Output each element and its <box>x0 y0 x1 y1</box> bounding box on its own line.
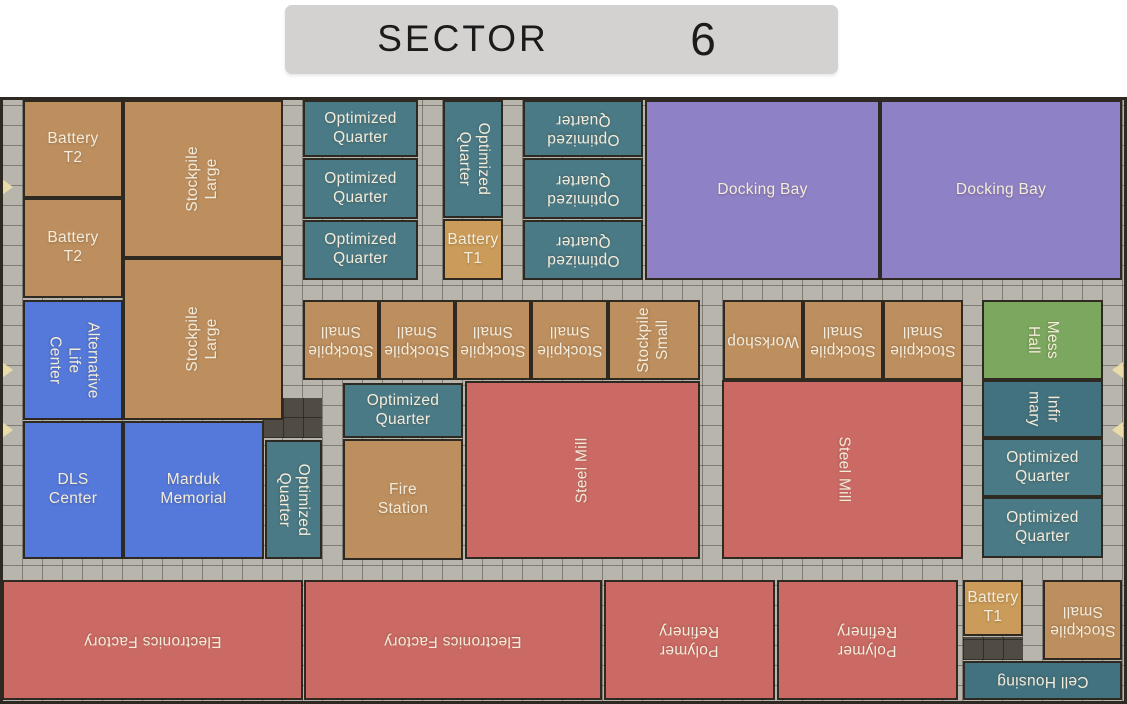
blocked-tiles <box>283 398 322 438</box>
marduk-memorial[interactable]: Marduk Memorial <box>123 421 264 559</box>
optimized-quarter-vert-top[interactable]: Optimized Quarter <box>443 100 503 218</box>
dls-center[interactable]: DLS Center <box>23 421 123 559</box>
optimized-quarter-right-1-label: Optimized Quarter <box>1006 448 1079 485</box>
optimized-quarter-top-3-label: Optimized Quarter <box>324 231 397 267</box>
battery-t1-top[interactable]: Battery T1 <box>443 219 503 280</box>
airlock-arrow-icon <box>2 362 13 378</box>
blocked-tiles <box>963 637 1023 660</box>
stockpile-large-2[interactable]: Stockpile Large <box>123 258 283 420</box>
stockpile-small-3-label: Stockpile Small <box>460 323 526 359</box>
stockpile-small-4-label: Stockpile Small <box>536 323 603 359</box>
stockpile-small-3[interactable]: Stockpile Small <box>455 300 531 380</box>
stockpile-small-6[interactable]: Stockpile Small <box>883 300 963 380</box>
mess-hall-label: Mess Hall <box>1025 320 1062 360</box>
workshop[interactable]: Workshop <box>723 300 803 380</box>
optimized-quarter-top-2[interactable]: Optimized Quarter <box>303 158 418 219</box>
airlock-arrow-icon <box>1112 422 1123 438</box>
steel-mill-right[interactable]: Steel Mill <box>722 380 963 559</box>
sector-title-bar: SECTOR 6 <box>285 5 838 74</box>
stockpile-small-vert-label: Stockpile Small <box>635 307 671 373</box>
stockpile-small-5[interactable]: Stockpile Small <box>803 300 883 380</box>
stockpile-small-1-label: Stockpile Small <box>308 323 374 359</box>
infirmary[interactable]: Infir mary <box>982 380 1103 438</box>
optimized-quarter-flip-3[interactable]: Optimized Quarter <box>523 220 643 280</box>
mess-hall[interactable]: Mess Hall <box>982 300 1103 380</box>
sector-number: 6 <box>690 12 716 65</box>
cell-housing-label: Cell Housing <box>996 672 1089 690</box>
polymer-refinery-2-label: Polymer Refinery <box>837 623 898 659</box>
optimized-quarter-flip-3-label: Optimized Quarter <box>546 233 620 269</box>
stockpile-large-1-label: Stockpile Large <box>184 146 220 212</box>
optimized-quarter-top-1[interactable]: Optimized Quarter <box>303 100 418 157</box>
optimized-quarter-flip-2-label: Optimized Quarter <box>546 171 620 208</box>
stockpile-small-vert[interactable]: Stockpile Small <box>608 300 700 380</box>
optimized-quarter-vert-left-label: Optimized Quarter <box>276 463 313 536</box>
blocked-tiles <box>263 418 283 438</box>
optimized-quarter-vert-top-label: Optimized Quarter <box>456 122 492 196</box>
electronics-factory-1[interactable]: Electronics Factory <box>2 580 303 700</box>
alternative-life-center-label: Alternative Life Center <box>46 321 102 399</box>
optimized-quarter-top-2-label: Optimized Quarter <box>324 169 397 206</box>
docking-bay-2-label: Docking Bay <box>955 180 1047 198</box>
battery-t1-bottom[interactable]: Battery T1 <box>963 580 1023 636</box>
workshop-label: Workshop <box>727 332 799 350</box>
stockpile-small-7-label: Stockpile Small <box>1049 603 1116 639</box>
infirmary-label: Infir mary <box>1025 391 1062 427</box>
optimized-quarter-mid-label: Optimized Quarter <box>366 391 440 428</box>
alternative-life-center[interactable]: Alternative Life Center <box>23 300 123 420</box>
optimized-quarter-flip-1[interactable]: Optimized Quarter <box>523 100 643 157</box>
sector-map: Battery T2 Battery T2 Alternative Life Cen… <box>0 97 1127 704</box>
battery-t2-2-label: Battery T2 <box>47 229 99 265</box>
stockpile-small-6-label: Stockpile Small <box>890 323 956 359</box>
polymer-refinery-1-label: Polymer Refinery <box>659 623 720 659</box>
stockpile-large-2-label: Stockpile Large <box>184 306 220 372</box>
polymer-refinery-1[interactable]: Polymer Refinery <box>604 580 775 700</box>
optimized-quarter-right-2[interactable]: Optimized Quarter <box>982 497 1103 558</box>
stockpile-small-7[interactable]: Stockpile Small <box>1043 580 1122 660</box>
airlock-arrow-icon <box>2 179 13 195</box>
fire-station-label: Fire Station <box>377 480 429 517</box>
cell-housing[interactable]: Cell Housing <box>963 661 1122 700</box>
optimized-quarter-flip-1-label: Optimized Quarter <box>546 111 620 148</box>
sector-title-label: SECTOR <box>377 17 549 59</box>
electronics-factory-2-label: Electronics Factory <box>384 632 522 650</box>
airlock-arrow-icon <box>2 422 13 438</box>
electronics-factory-1-label: Electronics Factory <box>83 632 222 650</box>
airlock-arrow-icon <box>1112 362 1123 378</box>
stockpile-small-2-label: Stockpile Small <box>384 323 450 359</box>
optimized-quarter-vert-left[interactable]: Optimized Quarter <box>265 440 322 559</box>
dls-center-label: DLS Center <box>48 471 98 507</box>
optimized-quarter-mid[interactable]: Optimized Quarter <box>343 383 463 438</box>
electronics-factory-2[interactable]: Electronics Factory <box>304 580 602 700</box>
docking-bay-1-label: Docking Bay <box>717 180 808 198</box>
battery-t1-bottom-label: Battery T1 <box>967 589 1019 625</box>
battery-t1-top-label: Battery T1 <box>447 230 499 267</box>
stockpile-small-1[interactable]: Stockpile Small <box>303 300 379 380</box>
battery-t2-1-label: Battery T2 <box>47 130 99 166</box>
stockpile-small-2[interactable]: Stockpile Small <box>379 300 455 380</box>
steel-mill-left-label: Steel Mill <box>573 437 591 503</box>
docking-bay-1[interactable]: Docking Bay <box>645 100 880 280</box>
stockpile-small-4[interactable]: Stockpile Small <box>531 300 608 380</box>
optimized-quarter-top-3[interactable]: Optimized Quarter <box>303 220 418 280</box>
stockpile-large-1[interactable]: Stockpile Large <box>123 100 283 258</box>
steel-mill-left[interactable]: Steel Mill <box>465 381 700 559</box>
optimized-quarter-right-1[interactable]: Optimized Quarter <box>982 438 1103 497</box>
optimized-quarter-right-2-label: Optimized Quarter <box>1006 508 1079 545</box>
fire-station[interactable]: Fire Station <box>343 439 463 560</box>
docking-bay-2[interactable]: Docking Bay <box>880 100 1122 280</box>
optimized-quarter-top-1-label: Optimized Quarter <box>324 109 397 146</box>
battery-t2-1[interactable]: Battery T2 <box>23 100 123 198</box>
marduk-memorial-label: Marduk Memorial <box>160 471 227 507</box>
polymer-refinery-2[interactable]: Polymer Refinery <box>777 580 958 700</box>
optimized-quarter-flip-2[interactable]: Optimized Quarter <box>523 158 643 219</box>
stockpile-small-5-label: Stockpile Small <box>810 323 876 359</box>
steel-mill-right-label: Steel Mill <box>834 436 852 503</box>
battery-t2-2[interactable]: Battery T2 <box>23 198 123 298</box>
